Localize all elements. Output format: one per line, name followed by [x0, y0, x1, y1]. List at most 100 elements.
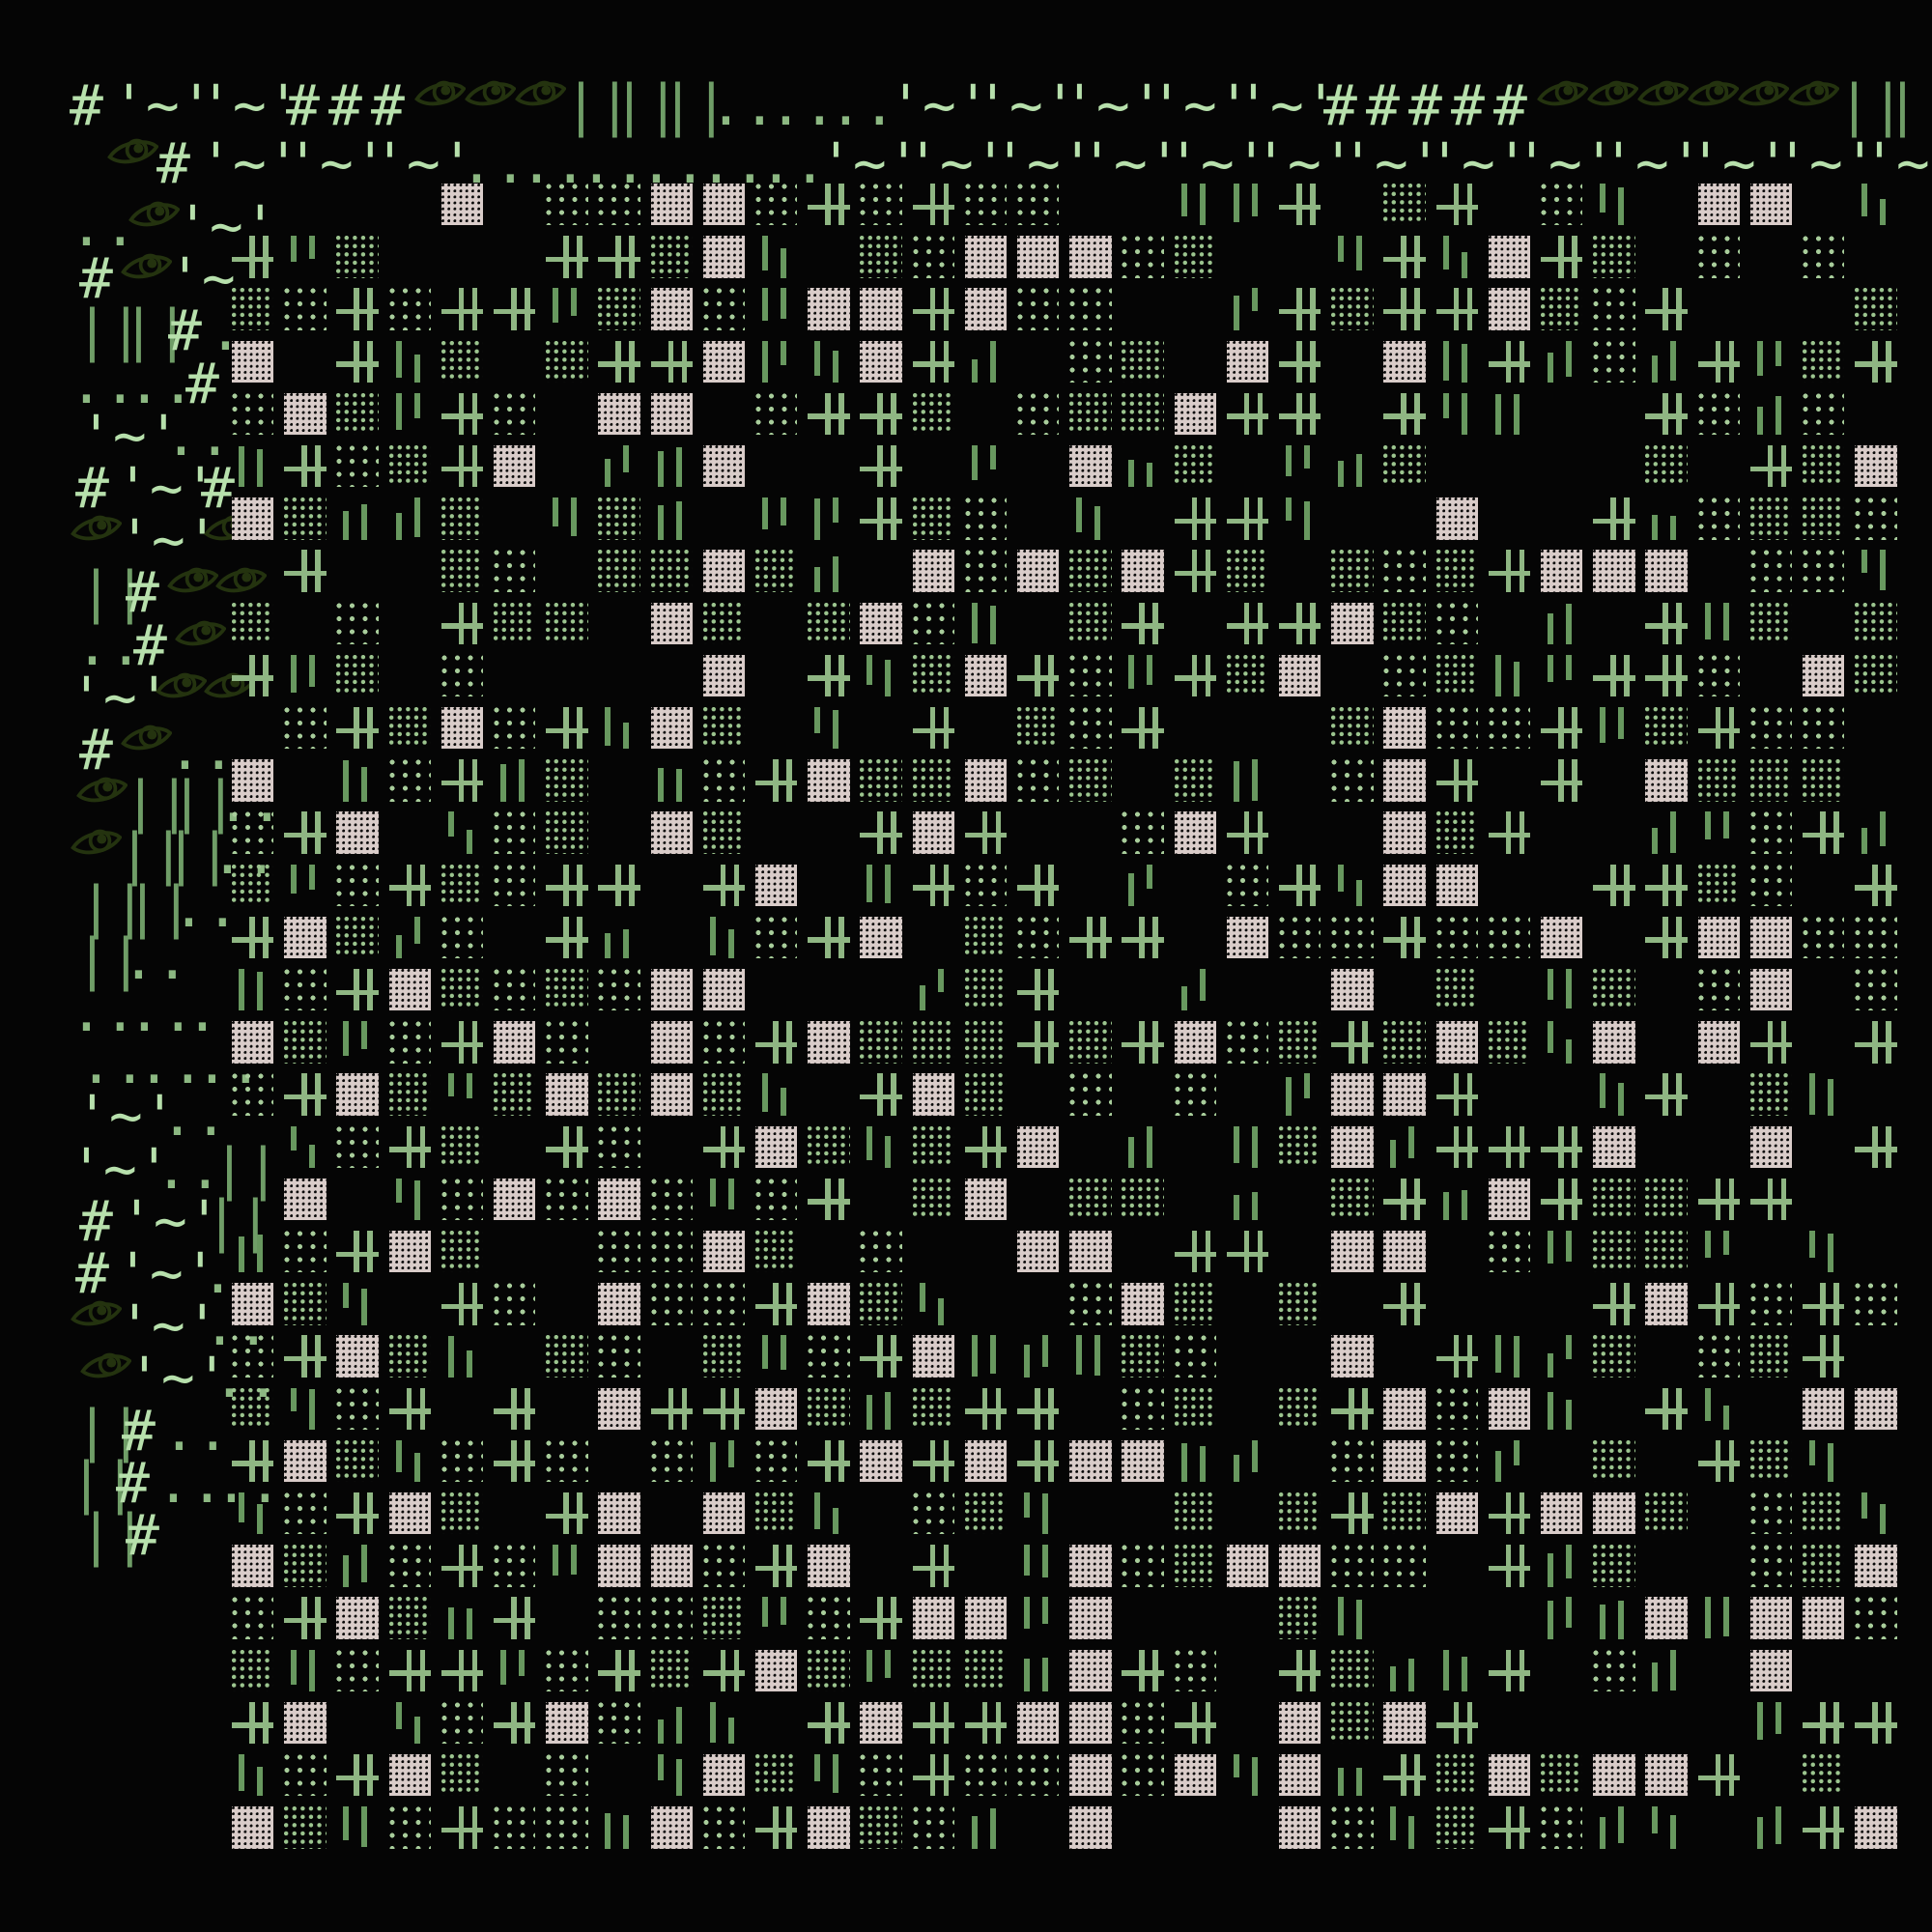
dense-halftone-block: [1803, 654, 1845, 697]
vertical-bar-glyph: [808, 707, 849, 750]
medium-dot-block: [284, 1545, 327, 1587]
cross-plus-glyph: [912, 288, 954, 330]
sparse-dot-block: [494, 392, 536, 436]
dots-glyph: ..: [213, 1345, 280, 1411]
medium-dot-block: [808, 602, 850, 644]
cross-plus-glyph: [1541, 759, 1583, 802]
medium-dot-block: [964, 1492, 1008, 1535]
cross-plus-glyph: [702, 864, 746, 906]
dense-halftone-block: [284, 916, 327, 959]
dots-glyph: ..: [185, 979, 253, 1044]
dense-halftone-block: [1488, 1387, 1531, 1430]
tilde-glyph: '~': [118, 1293, 219, 1359]
medium-dot-block: [912, 1178, 954, 1221]
dense-halftone-block: [650, 811, 693, 854]
medium-dot-block: [388, 707, 431, 750]
cross-plus-glyph: [232, 654, 274, 697]
cross-plus-glyph: [1383, 1283, 1426, 1325]
medium-dot-block: [1593, 1545, 1635, 1587]
medium-dot-block: [336, 392, 379, 436]
cross-plus-glyph: [440, 392, 484, 436]
vertical-bar-glyph: [1436, 236, 1478, 278]
sparse-dot-block: [598, 1701, 640, 1745]
vertical-bar-glyph: [441, 1073, 483, 1115]
medium-dot-block: [1749, 1335, 1793, 1378]
sparse-dot-block: [598, 1231, 640, 1273]
cross-plus-glyph: [1017, 1439, 1060, 1483]
bars-glyph: ||: [564, 72, 632, 138]
cross-plus-glyph: [1855, 340, 1897, 383]
cross-plus-glyph: [1279, 602, 1321, 644]
dense-halftone-block: [1017, 236, 1060, 278]
medium-dot-block: [1279, 1283, 1321, 1325]
cross-plus-glyph: [860, 445, 902, 488]
sparse-dot-block: [1174, 1073, 1216, 1116]
dense-halftone-block: [1645, 550, 1688, 592]
vertical-bar-glyph: [389, 1701, 431, 1745]
medium-dot-block: [702, 707, 746, 750]
vertical-bar-glyph: [913, 1283, 954, 1325]
dense-halftone-block: [702, 445, 746, 488]
vertical-bar-glyph: [1750, 1701, 1792, 1744]
cross-plus-glyph: [336, 288, 379, 330]
medium-dot-block: [598, 550, 640, 592]
dense-halftone-block: [388, 969, 431, 1011]
medium-dot-block: [440, 550, 484, 592]
cross-plus-glyph: [336, 1231, 379, 1273]
vertical-bar-glyph: [1489, 393, 1530, 436]
dense-halftone-block: [388, 1754, 431, 1797]
vertical-bar-glyph: [755, 340, 797, 383]
medium-dot-block: [1122, 1335, 1164, 1378]
sparse-dot-block: [1803, 707, 1845, 750]
dense-halftone-block: [1593, 550, 1635, 592]
cross-plus-glyph: [755, 1806, 798, 1849]
dense-halftone-block: [860, 1701, 902, 1745]
cross-plus-glyph: [1174, 654, 1216, 697]
tilde-glyph: '~': [1063, 72, 1164, 138]
dots-glyph: ..: [172, 873, 240, 940]
dots-glyph: ..: [580, 130, 647, 196]
dense-halftone-block: [702, 340, 746, 383]
sparse-dot-block: [1697, 236, 1740, 278]
dense-halftone-block: [1541, 1492, 1583, 1535]
dots-glyph: ..: [122, 925, 189, 992]
sparse-dot-block: [1069, 1073, 1112, 1116]
cross-plus-glyph: [232, 916, 274, 959]
sparse-dot-block: [1697, 969, 1740, 1011]
vertical-bar-glyph: [1436, 340, 1478, 383]
sparse-dot-block: [912, 1492, 954, 1535]
cross-plus-glyph: [1122, 1649, 1164, 1691]
sparse-dot-block: [1331, 1439, 1374, 1483]
medium-dot-block: [1069, 392, 1112, 436]
dense-halftone-block: [1749, 1125, 1793, 1168]
vertical-bar-glyph: [1017, 1335, 1059, 1378]
medium-dot-block: [1803, 759, 1845, 802]
sparse-dot-block: [1488, 707, 1531, 750]
medium-dot-block: [1749, 1073, 1793, 1116]
sparse-dot-block: [1069, 1283, 1112, 1325]
dense-halftone-block: [1279, 1806, 1321, 1849]
tilde-glyph: '~': [1689, 130, 1790, 196]
tilde-glyph: '~': [120, 1187, 221, 1254]
sparse-dot-block: [860, 184, 902, 226]
cross-plus-glyph: [598, 340, 640, 383]
cross-plus-glyph: [284, 811, 327, 854]
vertical-bar-glyph: [1541, 1388, 1582, 1430]
vertical-bar-glyph: [808, 1754, 849, 1796]
cross-plus-glyph: [1697, 340, 1740, 383]
sparse-dot-block: [650, 1283, 693, 1325]
medium-dot-block: [912, 1387, 954, 1430]
sparse-dot-block: [336, 864, 379, 906]
tilde-glyph: '~': [199, 72, 300, 138]
cross-plus-glyph: [702, 1387, 746, 1430]
cross-plus-glyph: [1435, 1701, 1478, 1745]
dense-halftone-block: [1383, 707, 1426, 750]
sparse-dot-block: [284, 1231, 327, 1273]
cross-plus-glyph: [336, 969, 379, 1011]
dense-halftone-block: [1435, 864, 1478, 906]
tilde-glyph: '~': [116, 1240, 217, 1306]
sparse-dot-block: [1122, 1701, 1164, 1745]
cross-plus-glyph: [1122, 1021, 1164, 1064]
sparse-dot-block: [1697, 1335, 1740, 1378]
hash-glyph: #: [133, 611, 167, 678]
